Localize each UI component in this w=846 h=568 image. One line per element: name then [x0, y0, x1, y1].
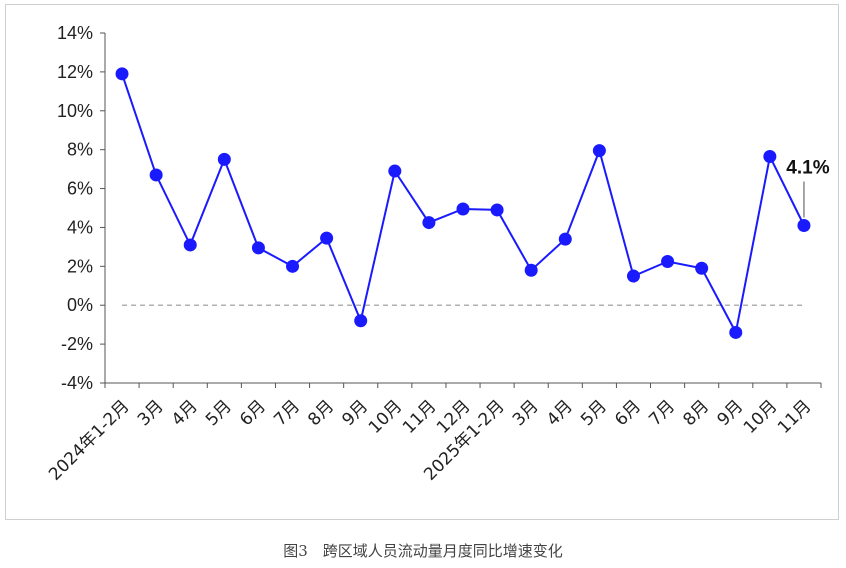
y-tick-label: 0% — [67, 295, 93, 315]
x-tick-label: 10月 — [740, 396, 781, 437]
x-tick-label: 6月 — [236, 396, 270, 430]
figure-caption: 图3 跨区域人员流动量月度同比增速变化 — [283, 542, 563, 560]
y-tick-label: 8% — [67, 140, 93, 160]
y-tick-label: 10% — [57, 101, 93, 121]
data-point — [149, 168, 163, 182]
y-tick-label: 14% — [57, 23, 93, 43]
x-tick-label: 8月 — [304, 396, 338, 430]
x-tick-label: 11月 — [399, 396, 440, 437]
data-point — [286, 259, 300, 273]
data-point — [695, 261, 709, 275]
data-point — [388, 164, 402, 178]
data-point — [490, 203, 504, 217]
x-tick-label: 3月 — [134, 396, 168, 430]
data-point — [763, 149, 777, 163]
x-axis: 2024年1-2月 3月 4月 5月 6月 7月 8月 9月10月11月12月2025年1-2… — [45, 382, 822, 485]
x-tick-label: 5月 — [202, 396, 236, 430]
x-tick-label: 6月 — [611, 396, 645, 430]
data-label: 4.1% — [786, 158, 829, 179]
x-tick-label: 8月 — [679, 396, 713, 430]
data-point — [729, 325, 743, 339]
data-point — [422, 216, 436, 230]
data-point — [626, 269, 640, 283]
data-point — [592, 144, 606, 158]
data-points — [115, 67, 811, 339]
y-tick-label: -4% — [61, 373, 93, 393]
y-axis: 14% 12% 10% 8% 6% 4% 2% 0% -2% -4% — [57, 23, 106, 393]
data-point — [115, 67, 129, 81]
data-point — [797, 219, 811, 232]
data-point — [251, 241, 265, 255]
x-tick-label: 11月 — [774, 396, 815, 437]
data-point — [354, 314, 368, 328]
x-tick-label: 4月 — [543, 396, 577, 430]
data-point — [661, 254, 675, 268]
x-tick-label: 4月 — [168, 396, 202, 430]
y-tick-label: 2% — [67, 256, 93, 276]
data-point — [558, 232, 572, 246]
x-tick-label: 7月 — [270, 396, 304, 430]
data-point — [183, 238, 197, 252]
y-tick-label: 12% — [57, 62, 93, 82]
y-tick-label: 6% — [67, 179, 93, 199]
data-point — [456, 202, 470, 216]
x-tick-label: 7月 — [645, 396, 679, 430]
data-point — [217, 152, 231, 166]
data-point — [524, 263, 538, 277]
line-chart: 14%12%10%8%6%4%2%0%-2%-4% 2024年1-2月 3月 4月 5… — [45, 23, 830, 485]
x-tick-label: 3月 — [509, 396, 543, 430]
y-tick-label: -2% — [61, 334, 93, 354]
x-tick-label: 10月 — [365, 396, 406, 437]
y-tick-label: 4% — [67, 217, 93, 237]
x-tick-label: 2024年1-2月 — [45, 396, 133, 484]
data-point — [320, 231, 334, 245]
annotations: 4.1% — [786, 158, 830, 218]
x-tick-label: 5月 — [577, 396, 611, 430]
